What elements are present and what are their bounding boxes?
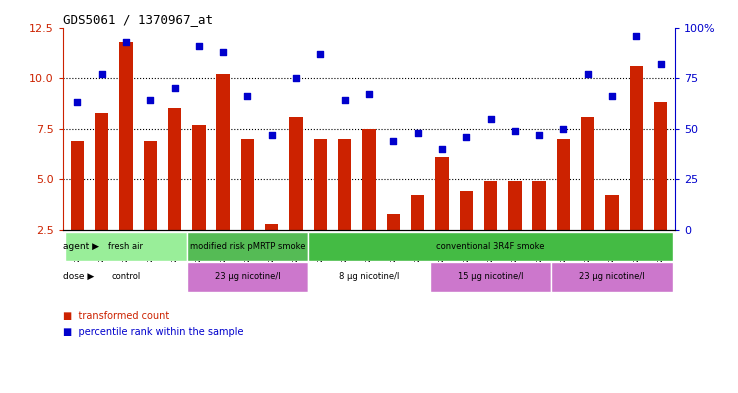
Bar [187, 232, 308, 261]
Bar [532, 181, 546, 230]
Bar [314, 139, 327, 230]
Point [120, 39, 132, 45]
Bar [387, 214, 400, 230]
Text: dose ▶: dose ▶ [63, 272, 94, 281]
Text: 23 μg nicotine/l: 23 μg nicotine/l [579, 272, 645, 281]
Point [363, 91, 375, 97]
Text: 15 μg nicotine/l: 15 μg nicotine/l [458, 272, 523, 281]
Bar [654, 103, 667, 230]
Text: ■  transformed count: ■ transformed count [63, 311, 169, 321]
Point [534, 132, 545, 138]
Point [241, 93, 253, 99]
Bar [460, 191, 473, 230]
Point [290, 75, 302, 81]
Point [606, 93, 618, 99]
Point [412, 130, 424, 136]
Bar [71, 141, 84, 230]
Bar [411, 195, 424, 230]
Bar [362, 129, 376, 230]
Point [266, 132, 277, 138]
Bar [556, 139, 570, 230]
Text: ■  percentile rank within the sample: ■ percentile rank within the sample [63, 327, 244, 337]
Bar [435, 157, 449, 230]
Point [582, 71, 593, 77]
Bar [144, 141, 157, 230]
Point [217, 49, 229, 55]
Bar [308, 232, 673, 261]
Bar [484, 181, 497, 230]
Point [193, 42, 204, 49]
Bar [241, 139, 254, 230]
Text: 23 μg nicotine/l: 23 μg nicotine/l [215, 272, 280, 281]
Point [169, 85, 181, 91]
Text: control: control [111, 272, 140, 281]
Bar [551, 262, 673, 292]
Point [387, 138, 399, 144]
Bar [216, 74, 230, 230]
Bar [192, 125, 206, 230]
Point [461, 134, 472, 140]
Text: fresh air: fresh air [108, 242, 143, 251]
Bar [430, 262, 551, 292]
Bar [630, 66, 643, 230]
Bar [508, 181, 522, 230]
Bar [265, 224, 278, 230]
Bar [65, 262, 187, 292]
Bar [581, 117, 594, 230]
Bar [120, 42, 133, 230]
Point [339, 97, 351, 103]
Point [436, 146, 448, 152]
Bar [338, 139, 351, 230]
Text: 8 μg nicotine/l: 8 μg nicotine/l [339, 272, 399, 281]
Point [314, 51, 326, 57]
Bar [168, 108, 182, 230]
Point [72, 99, 83, 106]
Bar [95, 112, 108, 230]
Bar [605, 195, 618, 230]
Text: agent ▶: agent ▶ [63, 242, 99, 251]
Point [630, 33, 642, 39]
Point [145, 97, 156, 103]
Point [557, 125, 569, 132]
Text: GDS5061 / 1370967_at: GDS5061 / 1370967_at [63, 13, 213, 26]
Bar [289, 117, 303, 230]
Bar [187, 262, 308, 292]
Point [485, 116, 497, 122]
Point [96, 71, 108, 77]
Bar [65, 232, 187, 261]
Text: modified risk pMRTP smoke: modified risk pMRTP smoke [190, 242, 306, 251]
Point [655, 61, 666, 67]
Bar [308, 262, 430, 292]
Point [509, 128, 521, 134]
Text: conventional 3R4F smoke: conventional 3R4F smoke [436, 242, 545, 251]
